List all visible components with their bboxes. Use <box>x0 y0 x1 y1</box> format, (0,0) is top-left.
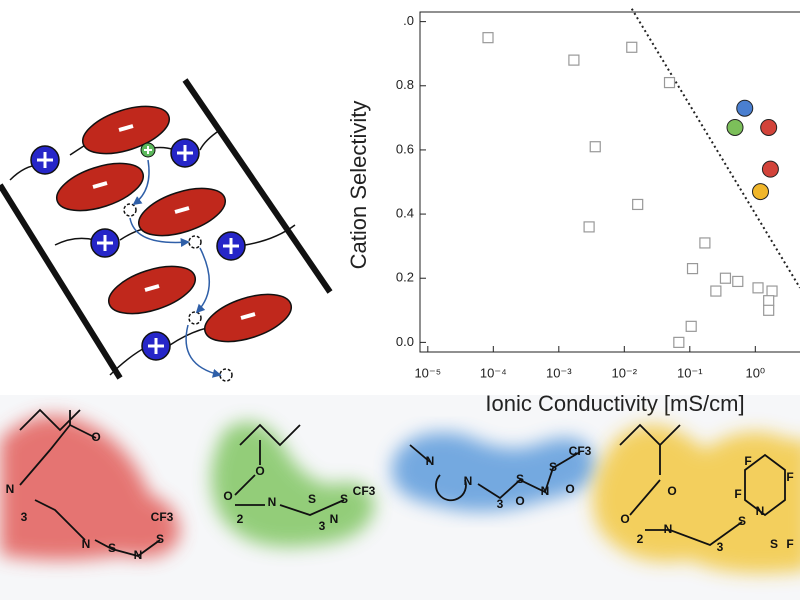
atom-label: O <box>515 494 524 508</box>
data-point <box>763 295 775 307</box>
structure-glow <box>592 424 800 574</box>
wall <box>0 183 123 380</box>
data-point <box>726 118 744 136</box>
x-tick-label: 10⁰ <box>745 365 765 380</box>
y-tick-label: 0.4 <box>396 206 414 221</box>
y-tick-label: 0.2 <box>396 270 414 285</box>
atom-label: O <box>223 489 232 503</box>
data-point <box>761 160 779 178</box>
y-tick-label: 0.8 <box>396 77 414 92</box>
x-tick-label: 10⁻⁴ <box>480 365 507 380</box>
atom-label: N <box>134 548 143 562</box>
atom-label: S <box>340 492 348 506</box>
atom-label: F <box>744 454 751 468</box>
plot-frame <box>419 11 800 353</box>
data-point <box>763 304 775 316</box>
atom-label: N <box>541 484 550 498</box>
atom-label: F <box>786 537 793 551</box>
data-point <box>732 275 744 288</box>
data-point <box>751 183 769 201</box>
atom-label: O <box>255 464 264 478</box>
structure-glow <box>0 415 180 560</box>
data-point <box>766 285 778 297</box>
boundary-line <box>630 8 800 289</box>
data-point <box>719 272 732 284</box>
atom-label: CF3 <box>151 510 174 524</box>
atom-label: 2 <box>237 512 244 526</box>
x-tick-label: 10⁻¹ <box>677 365 703 380</box>
atom-label: S <box>738 514 746 528</box>
atom-label: F <box>734 487 741 501</box>
structure-glow <box>211 422 375 547</box>
atom-label: N <box>268 495 277 509</box>
atom-label: N <box>464 474 473 488</box>
structure-bonds <box>19 408 161 557</box>
structure-bonds <box>409 444 581 502</box>
x-tick-label: 10⁻⁵ <box>414 365 441 380</box>
x-tick-label: 10⁻³ <box>546 365 572 380</box>
atom-label: S <box>770 537 778 551</box>
atom-label: N <box>664 522 673 536</box>
atom-label: N <box>426 454 435 468</box>
data-point <box>699 237 711 249</box>
y-axis-title: Cation Selectivity <box>346 101 371 270</box>
atom-label: N <box>82 537 91 551</box>
atom-label: 2 <box>637 532 644 546</box>
chart: Ionic Conductivity [mS/cm] Cation Select… <box>346 8 800 416</box>
y-tick-label: 0.6 <box>396 141 414 156</box>
atom-label: N <box>330 512 339 526</box>
atom-label: O <box>91 430 100 444</box>
atom-label: 3 <box>319 519 326 533</box>
y-tick-label: .0 <box>403 13 414 28</box>
data-point <box>710 285 722 297</box>
structure-bonds <box>619 423 786 547</box>
atom-label: O <box>620 512 629 526</box>
atom-label: 3 <box>717 540 724 554</box>
atom-label: O <box>565 482 574 496</box>
data-point <box>568 54 580 66</box>
data-point <box>685 320 697 332</box>
atom-label: O <box>667 484 676 498</box>
atom-label: S <box>549 460 557 474</box>
atom-label: S <box>156 532 164 546</box>
atom-label: S <box>516 472 524 486</box>
atom-label: CF3 <box>569 444 592 458</box>
data-point <box>752 282 764 294</box>
atom-label: F <box>786 470 793 484</box>
atom-label: S <box>308 492 316 506</box>
data-point <box>673 336 685 348</box>
atom-label: CF3 <box>353 484 376 498</box>
atom-label: S <box>108 541 116 555</box>
data-point <box>632 198 644 211</box>
data-point <box>583 221 595 233</box>
atom-label: N <box>6 482 15 496</box>
wall <box>182 78 333 294</box>
data-point <box>736 99 754 117</box>
structure-bonds <box>234 423 345 516</box>
data-point <box>760 118 778 136</box>
membrane-diagram <box>0 78 333 382</box>
atom-label: 3 <box>21 510 28 524</box>
data-point <box>663 76 676 89</box>
data-point <box>482 32 494 44</box>
y-tick-label: 0.0 <box>396 334 414 349</box>
data-point <box>686 263 699 275</box>
data-point <box>626 41 638 53</box>
atom-label: N <box>756 504 765 518</box>
data-point <box>589 141 601 153</box>
x-axis-title: Ionic Conductivity [mS/cm] <box>485 391 744 416</box>
x-tick-label: 10⁻² <box>611 365 637 380</box>
atom-label: 3 <box>497 497 504 511</box>
